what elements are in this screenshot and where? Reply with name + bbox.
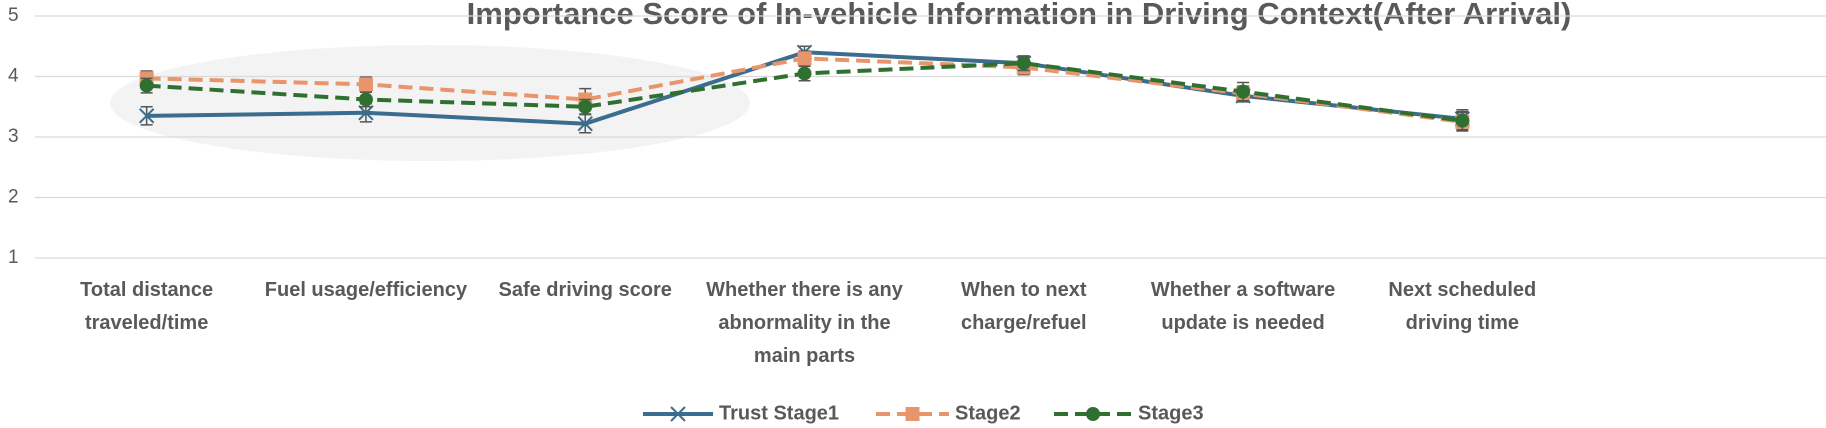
series: [139, 55, 1470, 131]
x-tick-label: When to next charge/refuel: [960, 279, 1087, 334]
legend-marker: [670, 406, 686, 422]
legend-label: Trust Stage1: [719, 402, 839, 424]
marker: [138, 108, 155, 124]
marker: [358, 92, 373, 107]
legend-label: Stage2: [955, 402, 1021, 424]
x-tick-label: Whether a software update is needed: [1150, 279, 1336, 334]
marker: [797, 66, 812, 81]
marker: [1455, 113, 1470, 128]
x-tick-label: Next scheduled driving time: [1388, 279, 1537, 334]
y-tick-label: 5: [8, 5, 19, 26]
legend-item: Trust Stage1: [643, 402, 839, 424]
x-tick-label: Total distance traveled/time: [80, 279, 214, 334]
y-tick-label: 4: [8, 66, 19, 87]
y-tick-label: 3: [8, 126, 19, 147]
marker: [358, 77, 373, 92]
legend-item: Stage2: [876, 402, 1021, 424]
x-tick-label: Safe driving score: [498, 279, 672, 301]
y-tick-label: 1: [8, 247, 19, 268]
marker: [1236, 84, 1251, 99]
marker: [797, 51, 812, 66]
legend-marker: [905, 407, 920, 421]
legend-label: Stage3: [1138, 402, 1204, 424]
marker: [578, 99, 593, 114]
x-tick-label: Whether there is any abnormality in the …: [706, 279, 903, 367]
legend-item: Stage3: [1054, 402, 1204, 424]
marker: [1016, 56, 1031, 71]
marker: [139, 78, 154, 93]
marker: [358, 105, 374, 121]
y-tick-label: 2: [8, 187, 19, 208]
marker: [577, 115, 593, 132]
x-tick-label: Fuel usage/efficiency: [264, 279, 468, 301]
legend-marker: [1086, 407, 1100, 421]
